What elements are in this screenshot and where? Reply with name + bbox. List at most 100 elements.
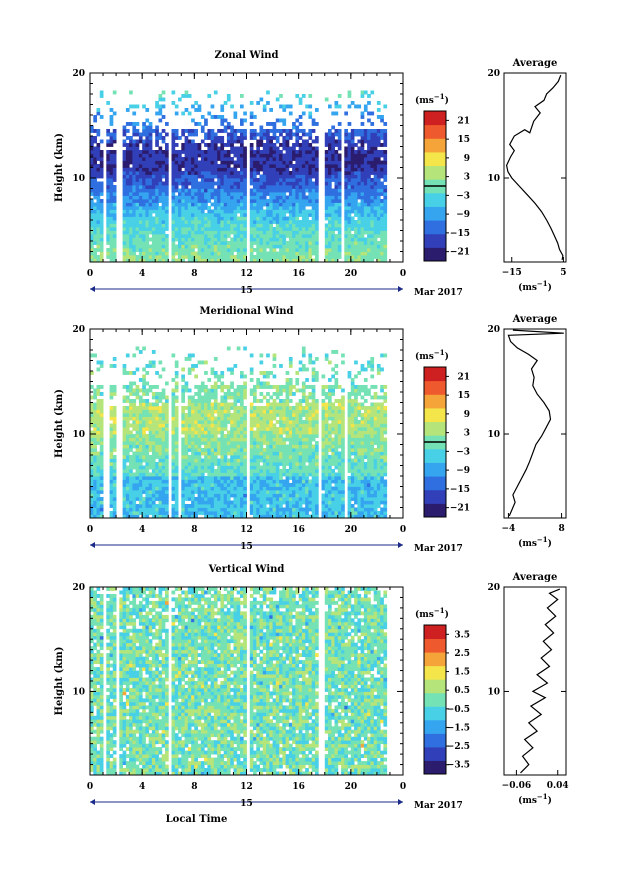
heatmap-cell (213, 227, 218, 231)
heatmap-cell (194, 476, 198, 480)
heatmap-cell (187, 195, 192, 200)
heatmap-cell (181, 483, 185, 487)
heatmap-cell (240, 483, 244, 487)
heatmap-cell (230, 420, 234, 424)
heatmap-cell (367, 94, 371, 98)
heatmap-cell (253, 195, 257, 200)
heatmap-cell (112, 237, 117, 242)
heatmap-cell (308, 255, 313, 259)
heatmap-cell (253, 237, 257, 242)
heatmap-cell (187, 371, 192, 375)
heatmap-cell (233, 441, 238, 445)
heatmap-cell (217, 171, 221, 175)
heatmap-cell (266, 143, 270, 147)
heatmap-cell (191, 504, 195, 508)
heatmap-cell (315, 216, 319, 221)
heatmap-cell (178, 220, 182, 224)
heatmap-cell (200, 469, 205, 473)
heatmap-cell (129, 160, 133, 165)
heatmap-cell (122, 209, 127, 214)
heatmap-cell (148, 181, 153, 186)
heatmap-cell (191, 164, 195, 168)
heatmap-cell (200, 493, 205, 498)
heatmap-cell (370, 167, 375, 172)
heatmap-cell (135, 139, 140, 144)
heatmap-cell (112, 136, 117, 140)
heatmap-cell (200, 406, 205, 410)
heatmap-cell (207, 111, 212, 116)
heatmap-cell (125, 258, 130, 263)
heatmap-cell (165, 458, 169, 463)
heatmap-cell (165, 413, 169, 417)
heatmap-cell (213, 416, 218, 421)
heatmap-cell (223, 441, 228, 445)
heatmap-cell (129, 202, 133, 207)
heatmap-cell (363, 181, 368, 186)
heatmap-cell (210, 504, 215, 508)
heatmap-cell (158, 504, 163, 508)
heatmap-cell (187, 444, 192, 449)
heatmap-cell (334, 244, 339, 249)
heatmap-cell (376, 101, 381, 105)
heatmap-cell (132, 157, 137, 161)
heatmap-cell (158, 511, 163, 515)
heatmap-cell (220, 230, 225, 235)
heatmap-cell (249, 188, 254, 193)
heatmap-cell (288, 136, 293, 140)
heatmap-cell (236, 448, 241, 452)
heatmap-cell (337, 251, 342, 256)
heatmap-cell (210, 486, 215, 491)
heatmap-cell (275, 230, 280, 235)
heatmap-cell (256, 181, 260, 186)
heatmap-cell (243, 171, 247, 175)
heatmap-cell (174, 388, 179, 393)
heatmap-cell (226, 469, 231, 473)
heatmap-cell (155, 413, 159, 417)
heatmap-cell (295, 216, 300, 221)
heatmap-cell (380, 143, 384, 147)
heatmap-cell (174, 441, 179, 445)
heatmap-cell (142, 178, 146, 182)
heatmap-cell (262, 146, 267, 151)
heatmap-cell (256, 409, 260, 414)
heatmap-cell (331, 213, 335, 217)
heatmap-cell (174, 444, 179, 449)
heatmap-cell (161, 167, 166, 172)
heatmap-cell (125, 164, 130, 168)
heatmap-cell (99, 202, 104, 207)
heatmap-cell (256, 132, 260, 137)
heatmap-cell (197, 216, 202, 221)
heatmap-cell (145, 164, 150, 168)
heatmap-cell (125, 388, 130, 393)
heatmap-cell (233, 216, 238, 221)
heatmap-cell (106, 181, 110, 186)
heatmap-cell (138, 395, 143, 400)
heatmap-cell (305, 185, 309, 189)
heatmap-cell (148, 423, 153, 428)
heatmap-cell (230, 469, 234, 473)
heatmap-cell (96, 171, 101, 175)
heatmap-cell (155, 188, 159, 193)
heatmap-cell (151, 223, 156, 228)
heatmap-cell (243, 427, 247, 431)
heatmap-cell (350, 241, 355, 245)
heatmap-cell (363, 255, 368, 259)
heatmap-cell (191, 178, 195, 182)
heatmap-cell (200, 381, 205, 386)
heatmap-cell (155, 209, 159, 214)
heatmap-cell (112, 514, 117, 519)
heatmap-cell (253, 157, 257, 161)
heatmap-cell (217, 493, 221, 498)
heatmap-cell (93, 465, 97, 470)
heatmap-cell (165, 437, 169, 442)
heatmap-cell (145, 139, 150, 144)
heatmap-cell (367, 136, 371, 140)
heatmap-cell (112, 409, 117, 414)
heatmap-cell (174, 132, 179, 137)
heatmap-cell (301, 230, 306, 235)
heatmap-cell (93, 427, 97, 431)
heatmap-cell (181, 469, 185, 473)
heatmap-cell (197, 441, 202, 445)
heatmap-cell (191, 255, 195, 259)
heatmap-cell (165, 448, 169, 452)
